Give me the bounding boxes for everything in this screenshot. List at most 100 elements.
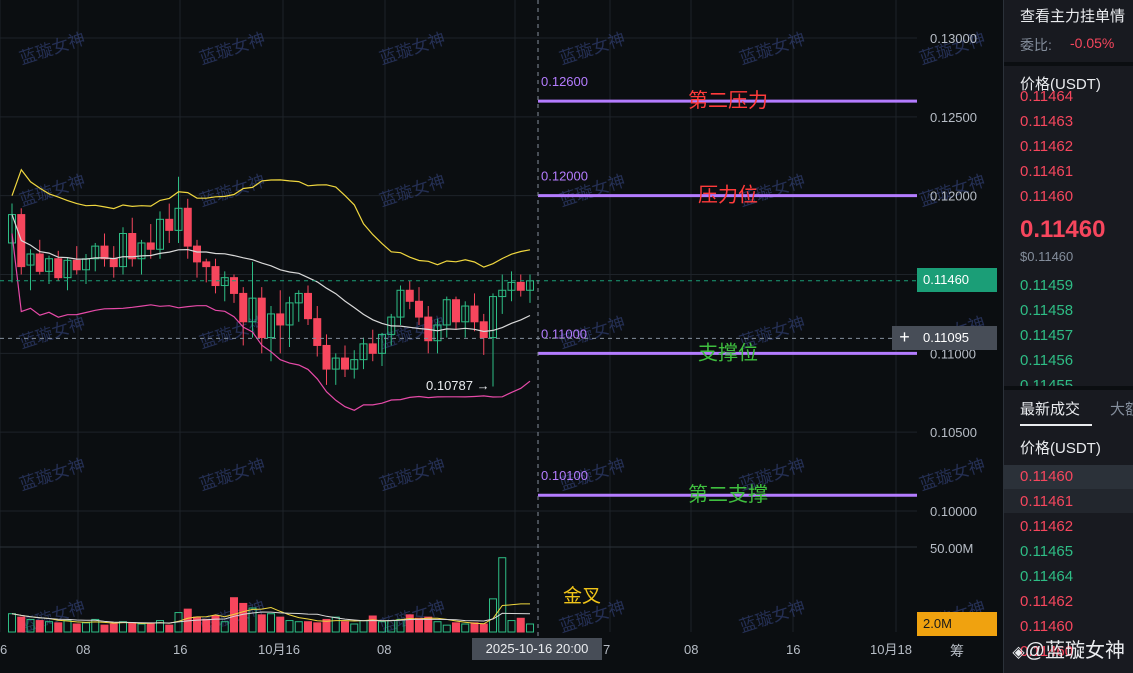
- candle-body: [433, 324, 442, 342]
- volume-ma-line: [11, 611, 531, 624]
- candle-body: [109, 258, 118, 268]
- candle-body: [54, 258, 63, 279]
- price-tick-label: 0.13000: [930, 31, 977, 46]
- candle-body: [183, 207, 192, 247]
- candle-body: [331, 357, 340, 370]
- volume-bar: [479, 623, 488, 633]
- candle-body: [304, 292, 312, 320]
- candle-body: [276, 313, 285, 326]
- candle-body: [396, 289, 405, 318]
- candle-body: [174, 207, 183, 231]
- candle-body: [45, 258, 53, 272]
- volume-bar: [294, 621, 303, 633]
- candle-body: [91, 245, 100, 260]
- candle-body: [378, 333, 386, 354]
- panel-title[interactable]: 查看主力挂单情: [1020, 8, 1126, 25]
- bid-row[interactable]: 0.11457: [1020, 327, 1074, 344]
- volume-bar: [109, 623, 118, 633]
- crosshair-price-tag: 0.11095: [917, 326, 997, 350]
- trade-row[interactable]: 0.11462: [1020, 593, 1074, 610]
- candle-body: [156, 218, 164, 250]
- price-chart[interactable]: 蓝璇女神 蓝璇女神 蓝璇女神 蓝璇女神 蓝璇女神 蓝璇女神 蓝璇女神 蓝璇女神 蓝璇女神 蓝璇女神…: [0, 0, 1003, 673]
- candle-body: [368, 343, 377, 354]
- time-tick-label: 16: [786, 642, 800, 657]
- logo-icon: ◈: [1012, 644, 1025, 661]
- volume-bar: [26, 618, 35, 633]
- volume-bar: [359, 620, 368, 633]
- bid-row[interactable]: 0.11459: [1020, 277, 1074, 294]
- volume-bar: [516, 617, 525, 633]
- volume-bar: [220, 621, 229, 633]
- watermark-text: 蓝璇女神: [557, 29, 628, 68]
- mid-price: 0.11460: [1020, 216, 1106, 243]
- candle-body: [498, 289, 507, 298]
- bid-row[interactable]: 0.11456: [1020, 352, 1074, 369]
- candle-body: [202, 261, 211, 268]
- watermark-text: 蓝璇女神: [17, 455, 88, 494]
- ask-row[interactable]: 0.11463: [1020, 113, 1074, 130]
- bollinger-lower-line: [11, 233, 531, 411]
- candle-body: [507, 281, 516, 291]
- level-name-label: 支撑位: [698, 340, 758, 364]
- candle-body: [72, 259, 81, 271]
- volume-bar: [405, 614, 414, 633]
- order-ratio-label: 委比:: [1020, 37, 1052, 53]
- tab-large-trades[interactable]: 大额: [1110, 401, 1133, 418]
- trade-row[interactable]: 0.11460: [1020, 643, 1074, 660]
- candle-body: [257, 297, 266, 339]
- order-ratio-value: -0.05%: [1070, 35, 1115, 51]
- volume-bar: [211, 615, 220, 633]
- time-tick-label: 10月18: [870, 642, 912, 657]
- price-tick-label: 0.12500: [930, 110, 977, 125]
- volume-bar: [82, 622, 90, 633]
- volume-bar: [137, 623, 146, 633]
- volume-bar: [35, 620, 44, 633]
- volume-bar: [489, 598, 497, 633]
- volume-bar: [128, 622, 137, 633]
- trade-row[interactable]: 0.11464: [1020, 568, 1074, 585]
- candle-body: [452, 299, 460, 323]
- bid-row[interactable]: 0.11458: [1020, 302, 1074, 319]
- trade-row-highlight: [1004, 489, 1133, 513]
- watermark-text: 蓝璇女神: [197, 171, 268, 210]
- book-header: 价格(USDT): [1020, 76, 1101, 93]
- volume-bar: [461, 623, 470, 633]
- volume-bar: [498, 557, 507, 633]
- trade-row[interactable]: 0.11460: [1020, 618, 1074, 635]
- ask-row[interactable]: 0.11464: [1020, 88, 1074, 105]
- candle-body: [128, 233, 137, 260]
- volume-bar: [313, 622, 322, 633]
- crosshair-plus-button[interactable]: +: [892, 326, 917, 350]
- trade-row[interactable]: 0.11465: [1020, 543, 1074, 560]
- candle-body: [35, 253, 44, 272]
- tab-latest-trades[interactable]: 最新成交: [1020, 401, 1081, 418]
- volume-bar: [239, 602, 248, 633]
- trade-row[interactable]: 0.11461: [1020, 493, 1074, 510]
- watermark-text: 蓝璇女神: [737, 29, 808, 68]
- candle-body: [248, 297, 257, 323]
- volume-tag-value: 2.0M: [923, 616, 952, 631]
- volume-bar: [91, 618, 100, 633]
- low-price-marker: 0.10787 →: [426, 378, 490, 393]
- candle-body: [193, 245, 201, 263]
- candle-body: [63, 259, 72, 279]
- tab-active-underline: [1020, 424, 1092, 426]
- trade-row-highlight: [1004, 465, 1133, 489]
- volume-bar: [54, 622, 63, 633]
- trade-row[interactable]: 0.11462: [1020, 518, 1074, 535]
- volume-bar: [156, 620, 164, 633]
- watermark-text: 蓝璇女神: [197, 29, 268, 68]
- ask-row[interactable]: 0.11460: [1020, 188, 1074, 205]
- candle-body: [26, 253, 35, 266]
- watermark-text: 蓝璇女神: [377, 29, 448, 68]
- candle-body: [230, 277, 238, 294]
- ask-row[interactable]: 0.11462: [1020, 138, 1074, 155]
- trades-header: 价格(USDT): [1020, 440, 1101, 457]
- level-price-label: 0.12600: [541, 74, 588, 89]
- price-tick-label: 0.10000: [930, 504, 977, 519]
- volume-bar: [424, 616, 433, 633]
- volume-bar: [165, 624, 174, 633]
- trade-row[interactable]: 0.11460: [1020, 468, 1074, 485]
- ask-row[interactable]: 0.11461: [1020, 163, 1074, 180]
